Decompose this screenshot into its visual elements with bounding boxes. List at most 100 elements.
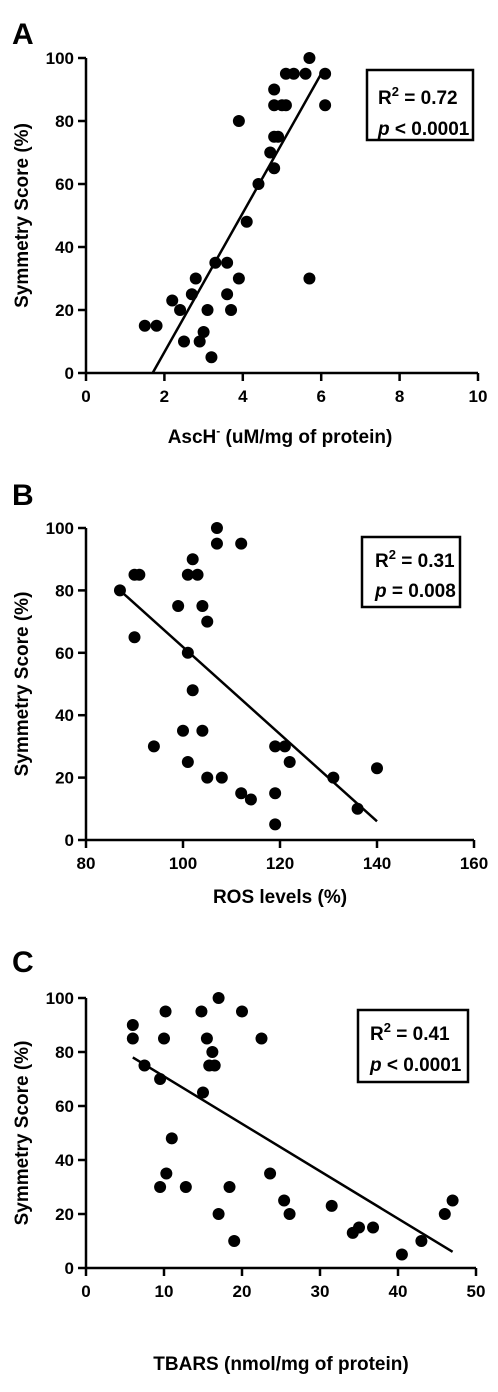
data-point [150,319,163,332]
data-point [264,1167,277,1180]
y-tick-label: 60 [55,1097,74,1116]
data-point [327,771,340,784]
data-point [395,1248,408,1261]
data-point [147,740,160,753]
data-point [128,631,141,644]
data-point [244,793,257,806]
data-point [269,787,282,800]
x-tick-label: 40 [389,1282,408,1301]
x-tick-label: 20 [233,1282,252,1301]
data-point [138,1059,151,1072]
data-point [185,288,198,301]
x-axis-label: TBARS (nmol/mg of protein) [153,1354,408,1375]
panel-letter: A [12,18,34,51]
data-point [236,1005,248,1018]
data-point [371,762,383,775]
data-point [186,553,199,566]
panel-b: B 0 20 40 60 80 100 80 100 120 140 160 Symmetry Scor… [12,479,488,908]
panel-letter: C [12,946,34,979]
y-tick-label: 100 [46,49,74,68]
data-point [272,130,285,143]
x-tick-label: 6 [316,387,325,406]
y-tick-label: 20 [55,301,74,320]
y-tick-label: 20 [55,769,74,788]
data-point [154,1073,167,1085]
data-point [264,146,277,159]
data-point [240,215,253,228]
x-tick-label: 4 [238,387,248,406]
data-point [325,1199,338,1212]
data-point [269,740,282,753]
data-point [126,1032,139,1045]
data-point [208,1059,221,1072]
data-point [221,256,234,269]
data-point [235,537,248,550]
p-value-label: p < 0.0001 [377,119,470,140]
x-tick-label: 50 [467,1282,486,1301]
data-point [201,304,214,316]
y-tick-label: 60 [55,644,74,663]
data-point [303,272,316,285]
data-point [195,1005,208,1018]
data-point [255,1032,268,1045]
data-point [223,1181,236,1193]
data-point [201,615,214,628]
x-axis-label: AscH- (uM/mg of protein) [168,424,393,448]
y-tick-label: 0 [65,364,74,383]
data-point [415,1235,428,1247]
r-squared-label: R2 = 0.31 [375,547,455,572]
data-point [278,740,291,753]
data-point [158,1032,170,1045]
data-point [212,992,225,1004]
y-tick-label: 80 [55,1043,74,1062]
data-point [252,178,265,190]
data-point [177,724,189,737]
data-point [181,646,194,659]
y-tick-label: 0 [65,831,74,850]
data-point [197,1086,209,1099]
data-point [181,756,194,768]
data-point [303,52,316,64]
stats-box [365,68,475,142]
panel-letter: B [12,479,34,512]
x-tick-label: 30 [311,1282,330,1301]
y-tick-label: 20 [55,1205,74,1224]
data-point [200,1032,213,1045]
data-point [113,584,126,597]
data-point [178,335,190,348]
data-point [138,319,151,332]
x-tick-label: 140 [363,854,391,873]
data-point [172,600,185,612]
regression-line [119,589,378,823]
y-tick-label: 40 [55,238,74,257]
data-point [154,1181,167,1193]
y-tick-label: 0 [65,1259,74,1278]
data-point [268,83,281,96]
data-point [353,1221,365,1234]
y-tick-label: 40 [55,706,74,725]
x-tick-label: 10 [469,387,488,406]
data-point [179,1181,192,1193]
data-point [174,304,187,316]
data-point [235,787,248,800]
data-point [186,684,199,697]
x-tick-label: 120 [266,854,294,873]
y-axis-label: Symmetry Score (%) [12,592,33,777]
data-point [166,294,179,307]
data-point [196,600,209,612]
data-point [232,115,245,127]
data-point [159,1005,172,1018]
data-point [319,99,332,112]
data-point [225,304,238,316]
y-axis-label: Symmetry Score (%) [12,1041,33,1226]
data-point [221,288,234,301]
data-point [201,771,214,784]
data-point [160,1167,173,1180]
data-point [438,1208,451,1220]
data-point [279,99,292,112]
data-point [165,1132,178,1145]
data-point [283,1208,296,1220]
data-point [191,568,204,581]
data-point [287,67,300,80]
